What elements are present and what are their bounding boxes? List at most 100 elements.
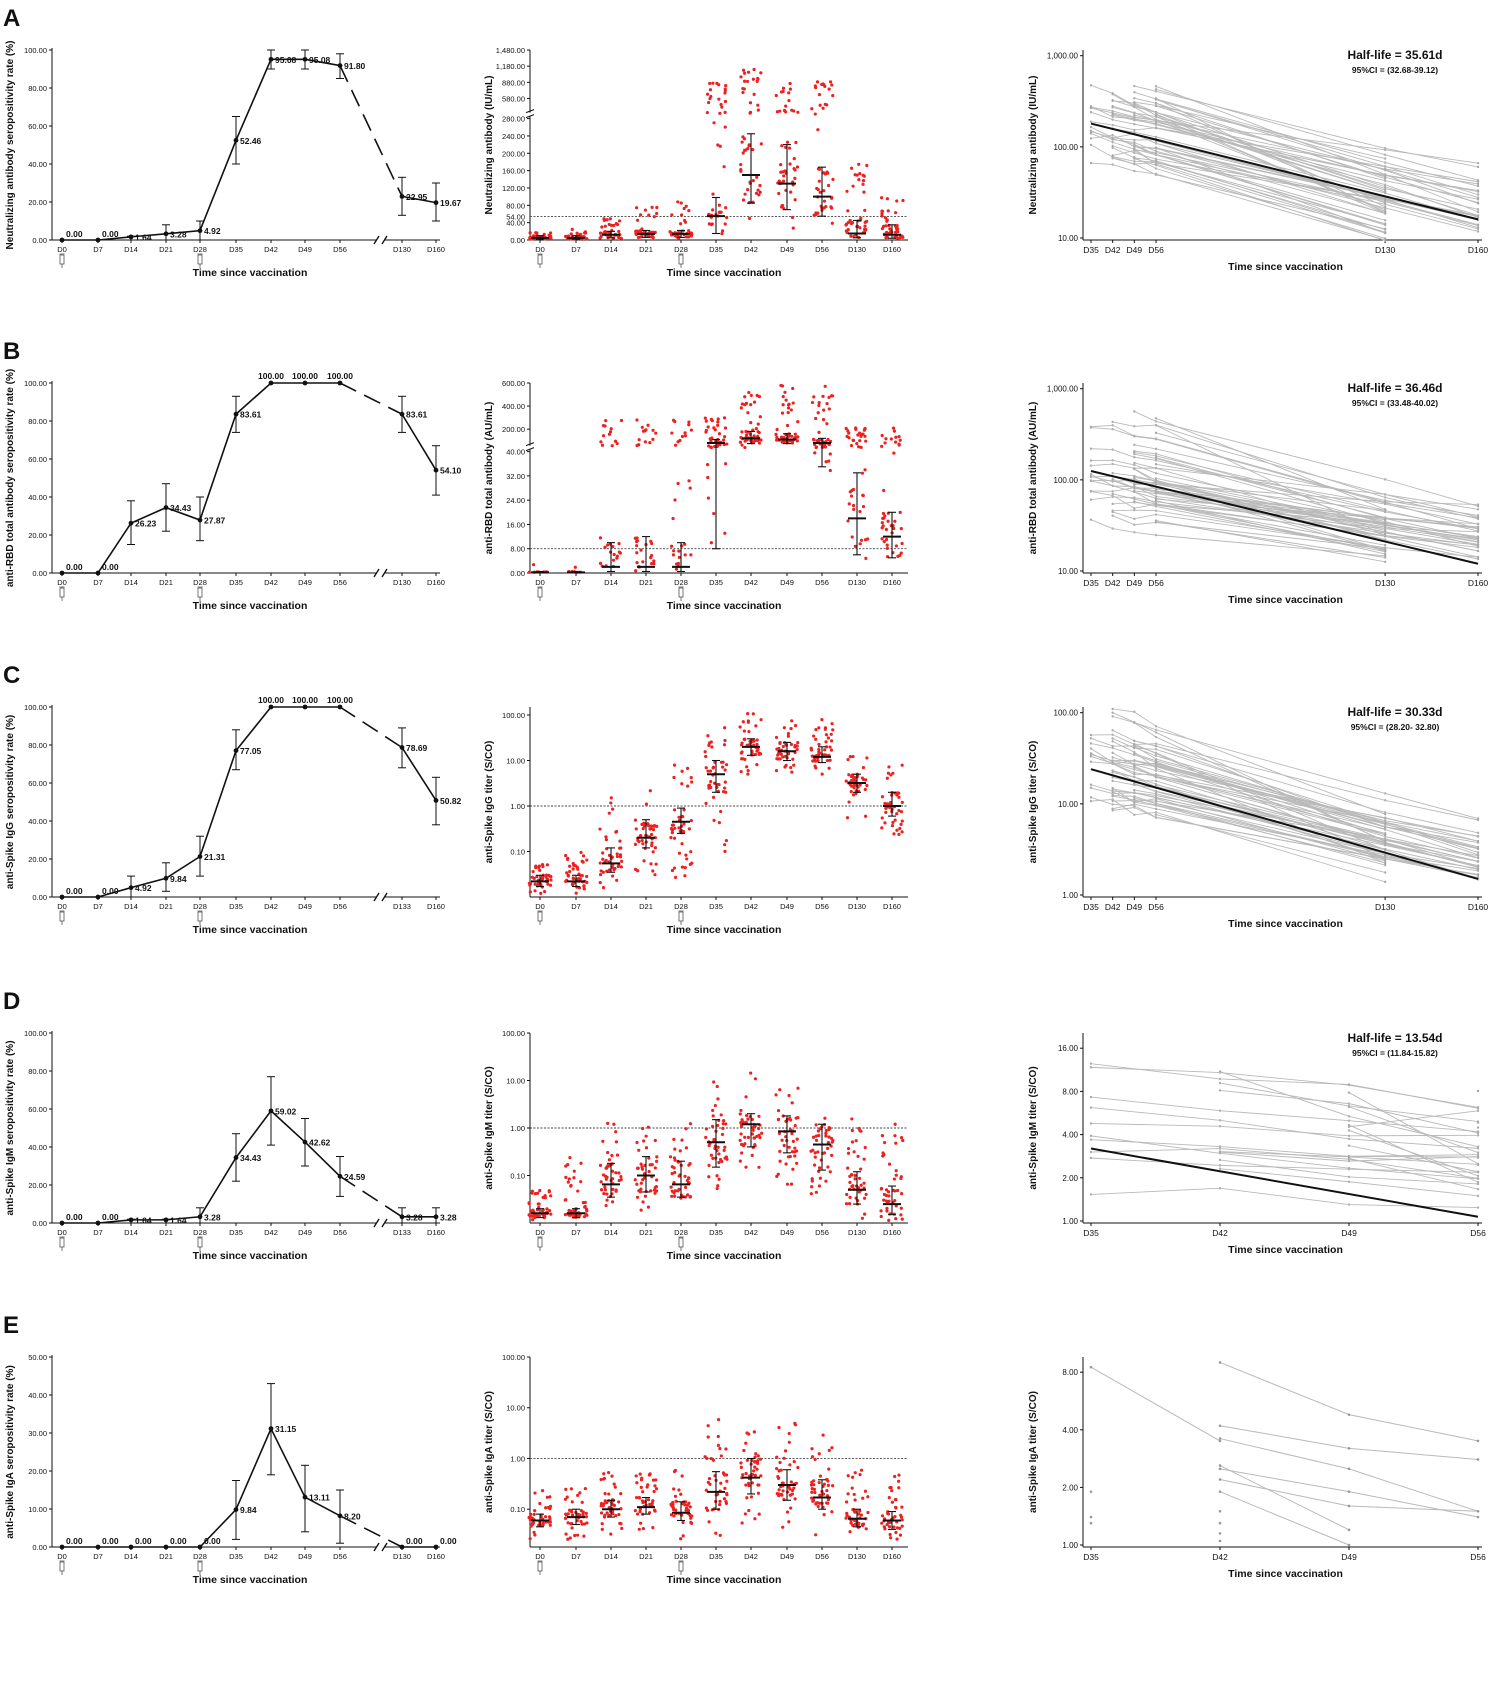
- dot-point: [825, 745, 829, 749]
- dot-point: [710, 1124, 715, 1128]
- dot-point: [898, 1533, 903, 1537]
- dot-point: [754, 724, 758, 728]
- dot-point: [894, 1217, 898, 1221]
- dot-point: [655, 1178, 659, 1182]
- subject-line: [1090, 1187, 1479, 1209]
- dot-point: [886, 771, 890, 775]
- dot-point: [827, 1448, 831, 1452]
- dot-point: [635, 539, 640, 543]
- dot-point: [861, 504, 866, 509]
- data-label: 0.00: [66, 562, 83, 572]
- dot-point: [683, 1174, 687, 1178]
- dot-point: [810, 1480, 814, 1484]
- dot-point: [793, 432, 797, 436]
- dot-point: [613, 1485, 617, 1489]
- dot-point: [886, 1510, 890, 1514]
- data-label: 0.00: [66, 886, 83, 896]
- dot-point: [582, 1522, 587, 1526]
- dot-point: [787, 146, 792, 150]
- dot-point: [848, 1195, 852, 1200]
- y-tick-label: 880.00: [502, 78, 525, 87]
- axis-break-mark: [373, 568, 380, 578]
- subject-line: [1155, 776, 1479, 842]
- dot-point: [725, 216, 729, 220]
- dot-point: [680, 1474, 684, 1478]
- dot-point: [723, 125, 727, 129]
- dot-point: [897, 809, 901, 813]
- dot-point: [786, 410, 790, 415]
- x-axis-label: Time since vaccination: [667, 1574, 782, 1586]
- dot-point: [850, 1128, 854, 1133]
- dot-point: [715, 81, 719, 85]
- dot-point: [895, 228, 899, 233]
- dot-point: [789, 1506, 793, 1510]
- y-tick-label: 80.00: [28, 417, 47, 426]
- dot-point: [748, 101, 753, 105]
- dot-point: [722, 1148, 726, 1152]
- dot-point: [853, 544, 857, 548]
- dot-point: [739, 1132, 743, 1136]
- dot-point: [858, 542, 862, 546]
- dot-point: [823, 1116, 827, 1120]
- dot-point: [633, 818, 638, 822]
- dot-point: [851, 1523, 855, 1527]
- subject-point: [1476, 1126, 1480, 1129]
- dot-point: [825, 758, 830, 763]
- x-tick-label: D28: [674, 1228, 688, 1237]
- dot-point: [637, 1148, 641, 1152]
- dot-point: [638, 1507, 642, 1511]
- dot-point: [533, 1533, 537, 1537]
- dot-point: [844, 1516, 848, 1520]
- dot-point: [719, 1454, 723, 1458]
- dot-point: [651, 1499, 655, 1503]
- y-tick-label: 8.00: [1062, 1087, 1078, 1096]
- axis-break-mark: [373, 892, 380, 902]
- dot-point: [611, 1187, 615, 1191]
- y-tick-label: 8.00: [1062, 1368, 1078, 1377]
- syringe-icon: [59, 586, 65, 601]
- dot-point: [640, 425, 644, 429]
- y-tick-label: 280.00: [502, 115, 525, 124]
- dot-point: [709, 541, 713, 545]
- x-tick-label: D56: [333, 1552, 347, 1561]
- subject-line: [1090, 796, 1479, 875]
- dot-point: [885, 1206, 889, 1210]
- dot-point: [615, 1153, 620, 1157]
- x-tick-label: D28: [193, 245, 207, 254]
- dot-point: [549, 236, 553, 241]
- x-tick-label: D56: [1148, 245, 1164, 255]
- dot-point: [825, 1146, 830, 1150]
- dot-point: [572, 863, 576, 868]
- x-tick-label: D130: [393, 578, 411, 587]
- y-axis-label: anti-Spike IgM seropositivity rate (%): [5, 1040, 16, 1215]
- dot-point: [856, 1154, 860, 1158]
- dot-point: [703, 416, 707, 420]
- dot-point: [689, 1520, 693, 1525]
- dot-point: [704, 1506, 709, 1510]
- dot-point: [637, 1495, 641, 1500]
- dot-point: [883, 1527, 887, 1531]
- dot-point: [680, 782, 684, 786]
- dot-point: [825, 401, 829, 406]
- data-point: [399, 745, 405, 750]
- subject-line: [1112, 715, 1479, 819]
- dot-point: [639, 834, 643, 838]
- subject-point: [1089, 1490, 1093, 1493]
- dot-point: [533, 1491, 537, 1495]
- syringe-icon: [59, 910, 65, 925]
- dot-point: [747, 390, 751, 395]
- dot-point: [619, 1175, 623, 1179]
- dot-point: [775, 427, 779, 432]
- dot-point: [617, 1512, 621, 1517]
- dot-point: [859, 1468, 864, 1472]
- data-point: [399, 1214, 405, 1220]
- dot-point: [830, 722, 834, 726]
- dot-point: [723, 222, 727, 226]
- y-tick-label: 1.00: [510, 802, 525, 811]
- dot-point: [672, 1469, 677, 1474]
- dot-point: [602, 218, 606, 223]
- data-label: 19.67: [440, 198, 462, 208]
- y-tick-label: 40.00: [28, 493, 47, 502]
- dot-point: [898, 236, 902, 240]
- x-tick-label: D7: [93, 1228, 103, 1237]
